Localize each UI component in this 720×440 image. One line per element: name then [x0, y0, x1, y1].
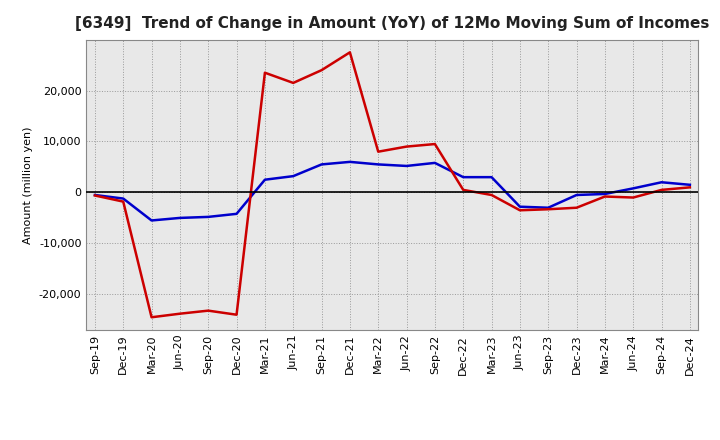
Net Income [600, 194, 609, 199]
Ordinary Income [148, 218, 156, 223]
Net Income [657, 187, 666, 193]
Y-axis label: Amount (million yen): Amount (million yen) [23, 126, 33, 244]
Net Income [289, 80, 297, 85]
Net Income [459, 187, 467, 193]
Ordinary Income [233, 211, 241, 216]
Net Income [402, 144, 411, 149]
Net Income [487, 192, 496, 198]
Ordinary Income [572, 192, 581, 198]
Ordinary Income [600, 191, 609, 197]
Ordinary Income [346, 159, 354, 165]
Net Income [516, 208, 524, 213]
Ordinary Income [459, 175, 467, 180]
Net Income [572, 205, 581, 210]
Ordinary Income [431, 160, 439, 165]
Line: Net Income: Net Income [95, 52, 690, 317]
Ordinary Income [657, 180, 666, 185]
Ordinary Income [487, 175, 496, 180]
Ordinary Income [204, 214, 212, 220]
Net Income [204, 308, 212, 313]
Ordinary Income [289, 173, 297, 179]
Ordinary Income [402, 163, 411, 169]
Ordinary Income [261, 177, 269, 182]
Net Income [119, 199, 127, 204]
Net Income [346, 50, 354, 55]
Net Income [91, 193, 99, 198]
Ordinary Income [629, 186, 637, 191]
Ordinary Income [176, 215, 184, 220]
Line: Ordinary Income: Ordinary Income [95, 162, 690, 220]
Net Income [431, 141, 439, 147]
Net Income [544, 207, 552, 212]
Net Income [629, 195, 637, 200]
Ordinary Income [544, 205, 552, 210]
Title: [6349]  Trend of Change in Amount (YoY) of 12Mo Moving Sum of Incomes: [6349] Trend of Change in Amount (YoY) o… [75, 16, 710, 32]
Net Income [374, 149, 382, 154]
Net Income [261, 70, 269, 75]
Net Income [148, 315, 156, 320]
Ordinary Income [119, 196, 127, 201]
Ordinary Income [91, 192, 99, 198]
Ordinary Income [685, 182, 694, 187]
Ordinary Income [374, 162, 382, 167]
Ordinary Income [516, 204, 524, 209]
Net Income [233, 312, 241, 317]
Ordinary Income [318, 162, 326, 167]
Net Income [318, 67, 326, 73]
Net Income [685, 185, 694, 190]
Net Income [176, 311, 184, 316]
